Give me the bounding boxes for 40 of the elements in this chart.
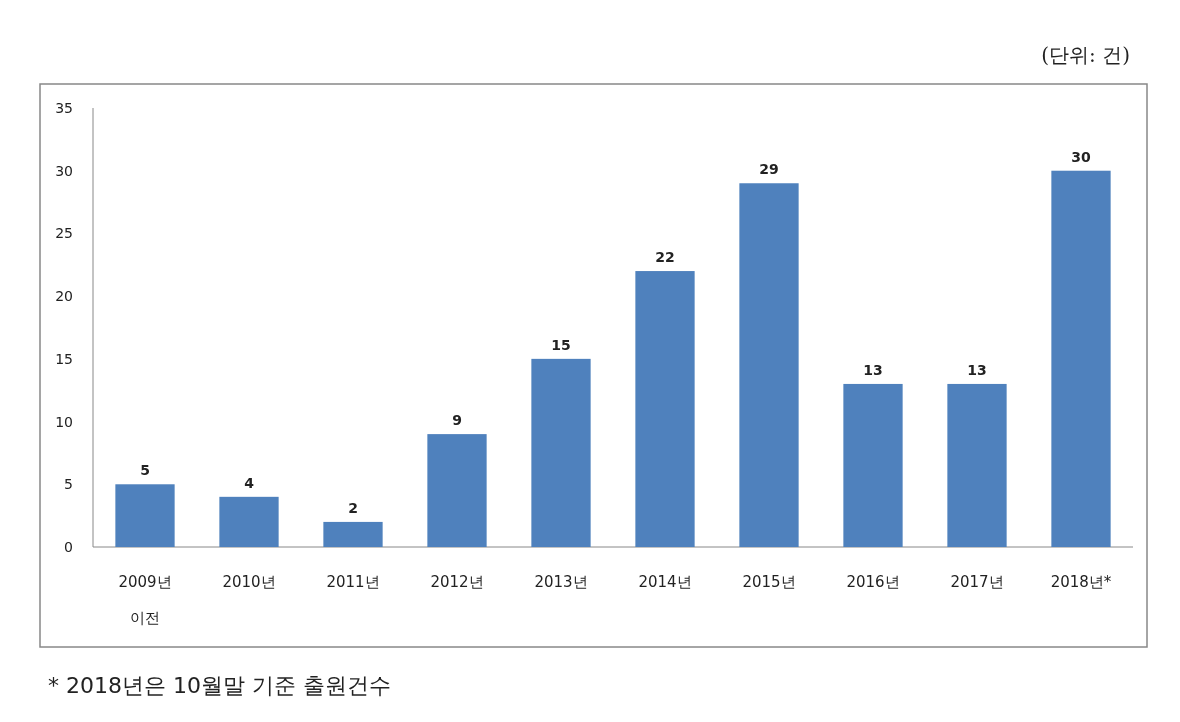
- x-tick-label: 2011년: [326, 573, 380, 591]
- bar: [531, 358, 591, 547]
- bar: [219, 496, 279, 547]
- y-tick-label: 20: [55, 288, 73, 305]
- data-label: 29: [759, 161, 779, 178]
- y-tick-label: 35: [55, 100, 73, 116]
- y-tick-label: 15: [55, 350, 73, 367]
- x-tick-label: 2012년: [430, 573, 484, 591]
- y-tick-label: 25: [55, 225, 73, 242]
- x-tick-label: 2018년*: [1050, 573, 1112, 591]
- y-tick-label: 10: [55, 413, 73, 430]
- bar: [115, 484, 175, 547]
- data-label: 5: [140, 462, 150, 479]
- bar: [635, 271, 695, 547]
- y-tick-label: 0: [64, 539, 73, 555]
- y-tick-label: 5: [64, 476, 73, 493]
- text: (단위: 건): [1041, 43, 1130, 67]
- bar: [1051, 170, 1111, 547]
- x-tick-label: 2015년: [742, 573, 796, 591]
- category-label: 2009년 이전: [118, 573, 172, 627]
- x-tick-label: 2017년: [950, 573, 1004, 591]
- data-label: 22: [655, 249, 675, 266]
- data-label: 4: [244, 474, 255, 491]
- x-tick-label: 2014년: [638, 573, 692, 591]
- data-label: 15: [551, 336, 571, 353]
- bar: [843, 383, 903, 547]
- data-label: 30: [1071, 148, 1091, 165]
- data-label: 13: [863, 361, 883, 378]
- bar: [947, 383, 1007, 547]
- bar: [739, 183, 799, 547]
- y-tick-label: 30: [55, 162, 73, 179]
- data-label: 2: [348, 499, 358, 516]
- data-label: 9: [452, 412, 462, 429]
- x-tick-label: 2010년: [222, 573, 276, 591]
- text: * 2018년은 10월말 기준 출원건수: [48, 673, 391, 698]
- x-tick-label: 2013년: [534, 573, 588, 591]
- bar: [427, 434, 487, 547]
- x-tick-label: 2016년: [846, 573, 900, 591]
- data-label: 13: [967, 361, 987, 378]
- bar: [323, 521, 383, 547]
